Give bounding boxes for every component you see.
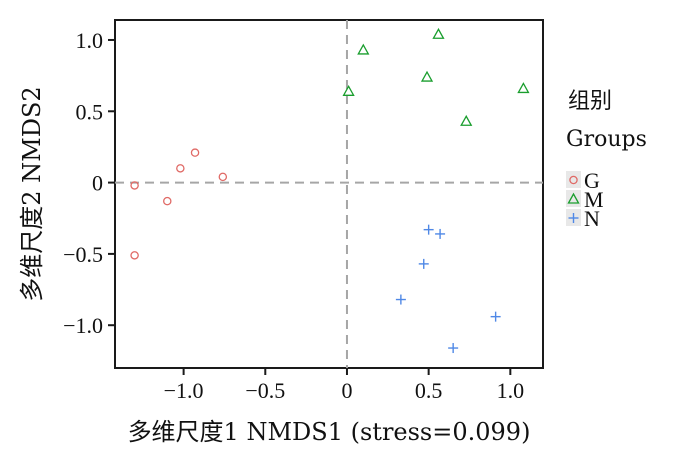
data-point-m-triangle — [342, 84, 355, 96]
y-tick-label: 0.5 — [76, 99, 104, 124]
data-point-g-circle — [190, 148, 200, 157]
data-point-m-triangle — [357, 43, 370, 55]
y-axis-title: 多维尺度2 NMDS2 — [18, 86, 46, 301]
legend-label-m: M — [584, 187, 604, 212]
y-axis: −1.0 −0.5 0 0.5 1.0 — [63, 28, 115, 338]
legend: 组别 Groups GMN — [566, 89, 647, 231]
data-point-g-circle — [176, 164, 185, 173]
legend-label-g: G — [584, 168, 600, 193]
legend-key-box — [566, 171, 581, 188]
data-point-m-triangle — [517, 82, 530, 94]
legend-items: GMN — [566, 168, 604, 231]
legend-marker-n — [568, 213, 579, 223]
y-tick-label: −1.0 — [63, 313, 103, 338]
y-tick-label: −0.5 — [63, 242, 103, 267]
data-point-m-triangle — [460, 114, 473, 126]
x-tick-label: −1.0 — [164, 378, 204, 403]
legend-title-groups: Groups — [566, 127, 647, 152]
data-points — [130, 27, 530, 354]
data-point-g-circle — [218, 172, 228, 182]
data-point-m-triangle — [420, 70, 434, 82]
x-tick-label: 0.5 — [415, 378, 443, 403]
legend-label-n: N — [584, 206, 600, 231]
data-point-g-circle — [130, 181, 139, 190]
x-tick-label: −0.5 — [245, 378, 285, 403]
data-point-m-triangle — [432, 27, 445, 39]
legend-key-box — [566, 190, 581, 207]
data-point-g-circle — [163, 196, 172, 206]
plot-area — [114, 19, 544, 369]
data-point-n-plus — [418, 258, 429, 269]
legend-marker-g — [569, 175, 578, 185]
data-point-n-plus — [490, 311, 501, 322]
data-point-n-plus — [423, 224, 434, 235]
data-point-g-circle — [130, 251, 139, 260]
y-tick-label: 0 — [92, 171, 103, 196]
x-tick-label: 0 — [341, 378, 352, 403]
data-point-n-plus — [395, 294, 406, 305]
reference-lines — [115, 20, 543, 368]
legend-title-chinese: 组别 — [568, 89, 612, 114]
x-axis-title: 多维尺度1 NMDS1 (stress=0.099) — [128, 418, 531, 446]
y-tick-label: 1.0 — [76, 28, 104, 53]
data-point-n-plus — [448, 343, 459, 354]
x-axis: −1.0 −0.5 0 0.5 1.0 — [164, 368, 524, 403]
data-point-n-plus — [435, 228, 446, 239]
legend-item-n: N — [566, 206, 600, 231]
legend-item-g: G — [566, 168, 600, 193]
legend-item-m: M — [566, 187, 604, 212]
legend-marker-m — [567, 192, 580, 204]
x-tick-label: 1.0 — [497, 378, 525, 403]
